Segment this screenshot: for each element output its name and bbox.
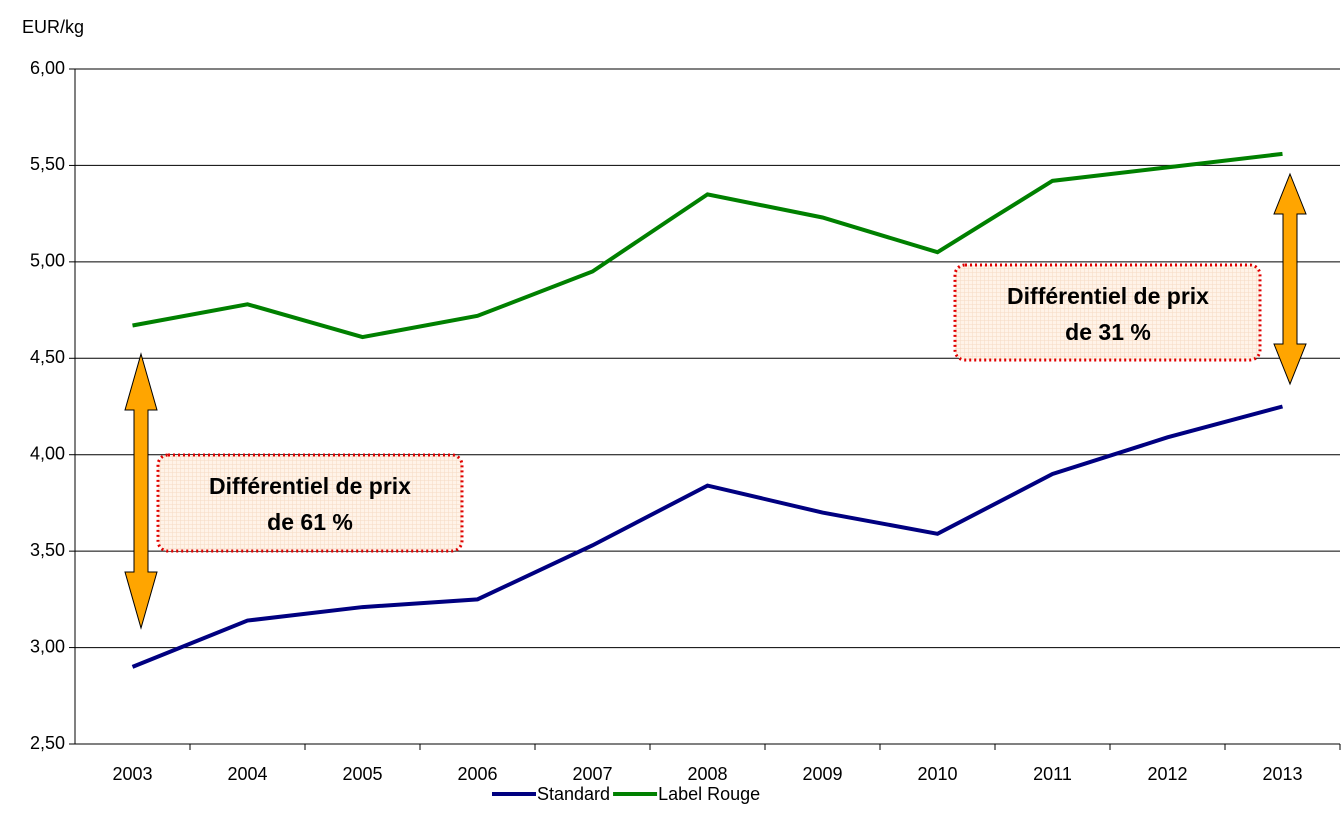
y-tick-label: 3,00 xyxy=(30,636,65,656)
line-series xyxy=(131,404,1284,669)
y-tick-label: 6,00 xyxy=(30,58,65,78)
x-tick-label: 2004 xyxy=(227,764,267,784)
y-tick-label: 4,50 xyxy=(30,347,65,367)
legend-label: Label Rouge xyxy=(658,784,760,804)
annotation-box xyxy=(156,453,464,553)
x-tick-label: 2013 xyxy=(1262,764,1302,784)
x-tick-label: 2012 xyxy=(1147,764,1187,784)
x-tick-label: 2010 xyxy=(917,764,957,784)
annotation-box xyxy=(953,263,1262,362)
y-tick-label: 4,00 xyxy=(30,443,65,463)
y-axis-label: EUR/kg xyxy=(22,17,84,37)
arrow-right xyxy=(1273,172,1307,386)
x-tick-label: 2005 xyxy=(342,764,382,784)
y-tick-label: 5,50 xyxy=(30,154,65,174)
x-tick-label: 2007 xyxy=(572,764,612,784)
x-tick-label: 2006 xyxy=(457,764,497,784)
annotation-text: de 61 % xyxy=(267,509,353,535)
annotation-text: de 31 % xyxy=(1065,319,1151,345)
y-tick-label: 3,50 xyxy=(30,540,65,560)
line-series xyxy=(132,151,1283,340)
y-tick-label: 5,00 xyxy=(30,251,65,271)
x-tick-label: 2009 xyxy=(802,764,842,784)
x-tick-label: 2008 xyxy=(687,764,727,784)
arrow-left xyxy=(124,352,158,630)
x-tick-label: 2011 xyxy=(1033,764,1072,784)
annotation-text: Différentiel de prix xyxy=(1007,283,1209,309)
x-tick-label: 2003 xyxy=(112,764,152,784)
annotation-text: Différentiel de prix xyxy=(209,473,411,499)
y-tick-label: 2,50 xyxy=(30,733,65,753)
legend-label: Standard xyxy=(537,784,610,804)
